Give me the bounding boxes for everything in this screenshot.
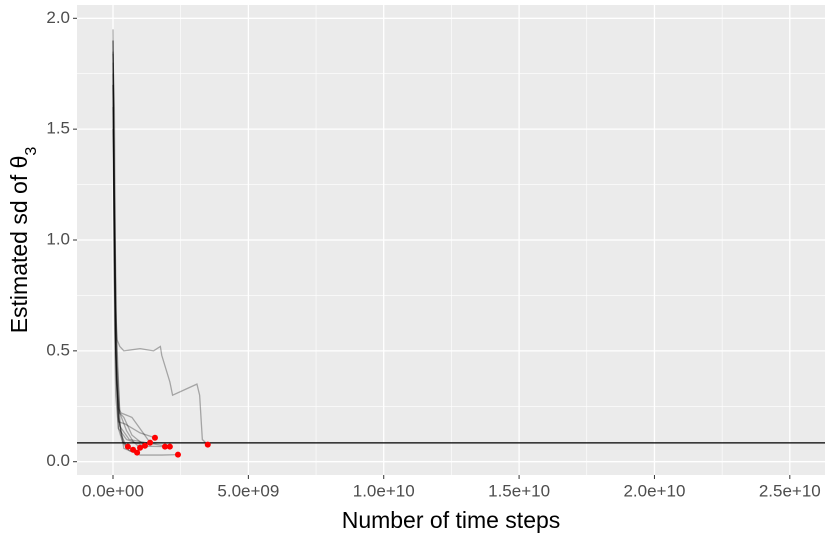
- trace-line: [112, 84, 138, 454]
- end-point: [151, 434, 158, 441]
- trace-line: [112, 40, 129, 448]
- y-tick-label: 0.5: [46, 340, 70, 359]
- y-tick-label: 0.0: [46, 451, 70, 470]
- trace-line: [112, 84, 178, 456]
- end-point: [204, 441, 211, 448]
- y-tick-label: 2.0: [46, 8, 70, 27]
- y-axis-title: Estimated sd of θ3: [6, 147, 40, 334]
- y-tick-label: 1.5: [46, 119, 70, 138]
- trace-line: [112, 53, 156, 439]
- end-point: [137, 444, 144, 451]
- x-tick-label: 2.0e+10: [623, 481, 685, 500]
- x-tick-label: 1.5e+10: [488, 481, 550, 500]
- y-tick-label: 1.0: [46, 229, 70, 248]
- end-point: [161, 443, 168, 450]
- end-point: [174, 451, 181, 458]
- y-axis-title-subscript: 3: [23, 147, 40, 156]
- y-axis-title-main: Estimated sd of θ: [6, 156, 32, 334]
- trace-line: [112, 40, 209, 446]
- x-tick-label: 2.5e+10: [759, 481, 821, 500]
- end-point: [166, 443, 173, 450]
- end-point: [134, 449, 141, 456]
- x-axis-title: Number of time steps: [342, 507, 561, 533]
- end-point: [141, 442, 148, 449]
- end-point: [147, 439, 154, 446]
- trace-line: [112, 129, 170, 448]
- x-tick-label: 1.0e+10: [353, 481, 415, 500]
- trace-line: [112, 51, 141, 449]
- trace-line: [112, 106, 146, 447]
- trace-line: [112, 62, 151, 444]
- end-point: [124, 443, 131, 450]
- x-tick-label: 0.0e+00: [82, 481, 144, 500]
- x-tick-label: 5.0e+09: [217, 481, 279, 500]
